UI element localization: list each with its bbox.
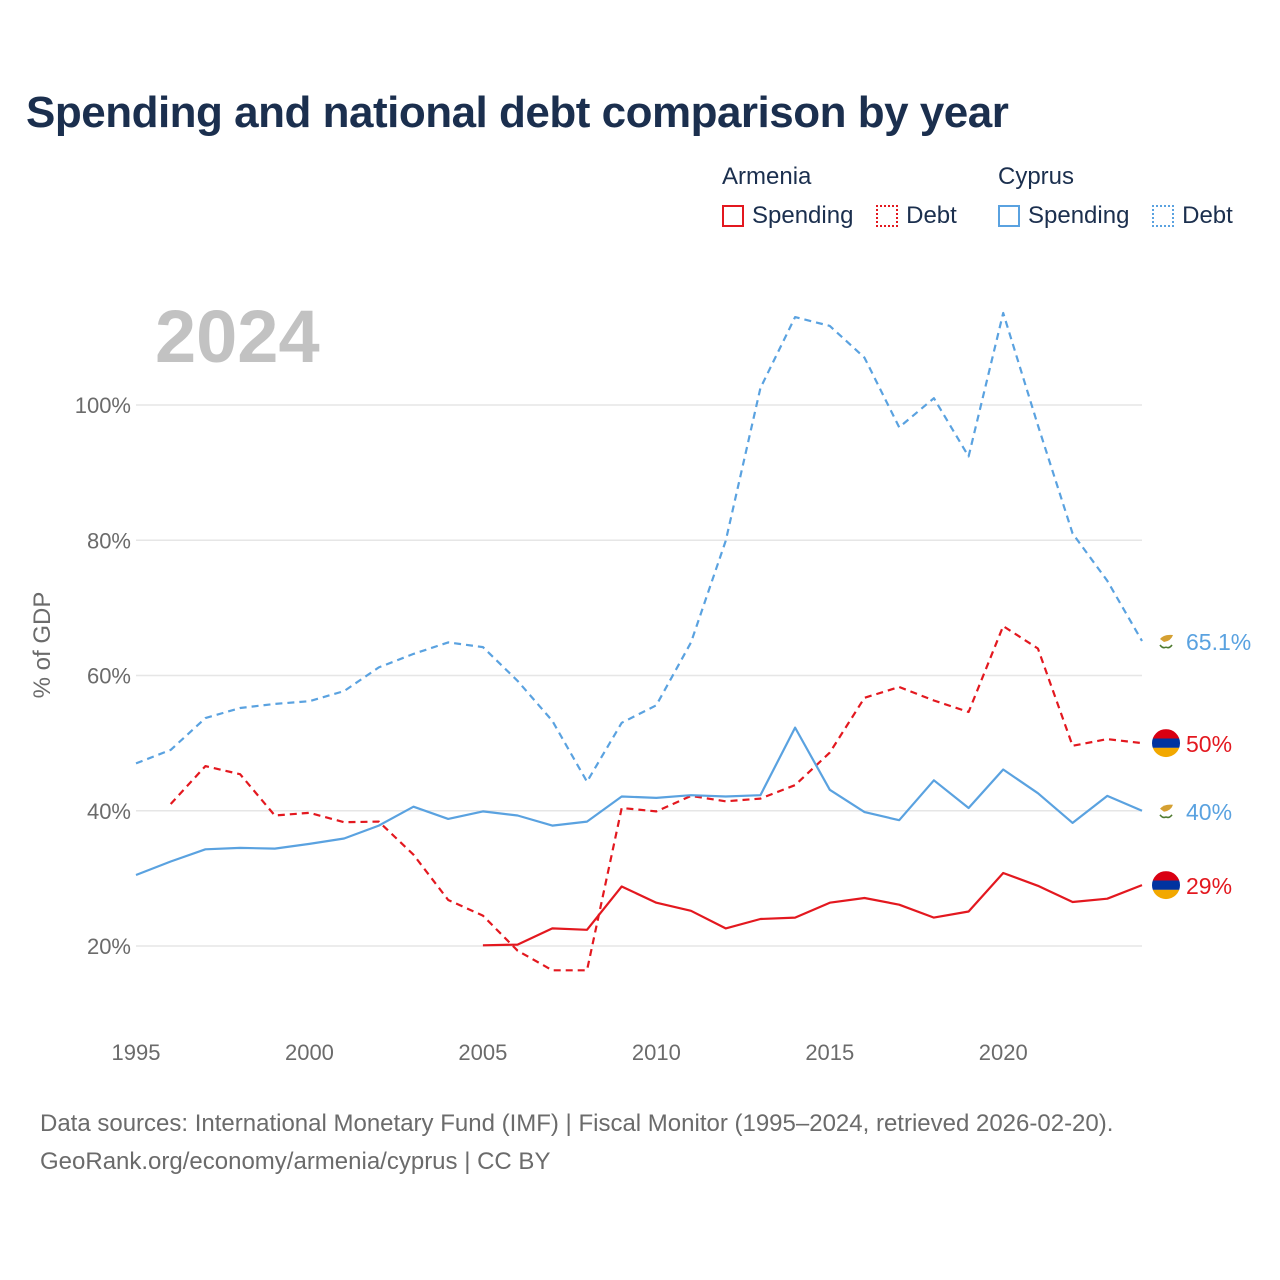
x-tick-label: 2000 bbox=[285, 1040, 334, 1065]
legend-group-label: Armenia bbox=[722, 163, 812, 190]
dotted-line-swatch-icon bbox=[876, 205, 899, 227]
legend-cyprus-debt[interactable]: Debt bbox=[1152, 202, 1233, 230]
x-tick-label: 1995 bbox=[112, 1040, 161, 1065]
am-spending-end-label: 29% bbox=[1186, 873, 1232, 899]
chart-title: Spending and national debt comparison by… bbox=[26, 88, 1009, 137]
y-axis-label: % of GDP bbox=[29, 592, 56, 699]
y-axis-ticks: 20% 40% 60% 80% 100% bbox=[75, 393, 131, 959]
cyprus-flag-icon bbox=[1152, 627, 1180, 655]
cy-debt-end-label: 65.1% bbox=[1186, 629, 1251, 655]
legend-armenia: Armenia Spending Debt bbox=[722, 160, 957, 234]
legend-cyprus: Cyprus Spending Debt bbox=[998, 160, 1233, 234]
am-spending-line[interactable] bbox=[482, 871, 1143, 947]
legend-label: Spending bbox=[1028, 202, 1130, 229]
legend-label: Spending bbox=[752, 202, 854, 229]
cyprus-flag-icon bbox=[1152, 796, 1180, 825]
legend-armenia-spending[interactable]: Spending bbox=[722, 202, 853, 230]
legend-cyprus-spending[interactable]: Spending bbox=[998, 202, 1129, 230]
data-source-note: Data sources: International Monetary Fun… bbox=[40, 1110, 1114, 1137]
gridlines bbox=[136, 404, 1142, 947]
x-tick-label: 2020 bbox=[979, 1040, 1028, 1065]
solid-line-swatch-icon bbox=[998, 205, 1020, 227]
legend-armenia-debt[interactable]: Debt bbox=[876, 202, 957, 230]
cy-spending-end-label: 40% bbox=[1186, 799, 1232, 825]
x-tick-label: 2015 bbox=[805, 1040, 854, 1065]
dotted-line-swatch-icon bbox=[1152, 205, 1175, 227]
x-tick-label: 2010 bbox=[632, 1040, 681, 1065]
cy-debt-line[interactable] bbox=[135, 311, 1143, 783]
armenia-flag-icon bbox=[1152, 729, 1180, 758]
am-debt-end-label: 50% bbox=[1186, 731, 1232, 757]
series-lines bbox=[135, 311, 1143, 972]
x-axis-ticks: 1995 2000 2005 2010 2015 2020 bbox=[112, 1040, 1028, 1065]
legend-label: Debt bbox=[906, 202, 957, 229]
footer: Data sources: International Monetary Fun… bbox=[40, 1105, 1113, 1181]
end-labels: 65.1% 50% 40% 29% bbox=[1152, 627, 1251, 899]
y-tick-label: 20% bbox=[87, 934, 131, 959]
legend-label: Debt bbox=[1182, 202, 1233, 229]
credit-link[interactable]: GeoRank.org/economy/armenia/cyprus | CC … bbox=[40, 1148, 551, 1175]
y-tick-label: 60% bbox=[87, 664, 131, 689]
cy-spending-line[interactable] bbox=[135, 726, 1143, 877]
y-tick-label: 100% bbox=[75, 393, 131, 418]
am-debt-line[interactable] bbox=[169, 625, 1143, 972]
year-label: 2024 bbox=[155, 295, 320, 378]
solid-line-swatch-icon bbox=[722, 205, 744, 227]
armenia-flag-icon bbox=[1152, 871, 1180, 900]
x-tick-label: 2005 bbox=[458, 1040, 507, 1065]
y-tick-label: 40% bbox=[87, 799, 131, 824]
legend-group-label: Cyprus bbox=[998, 163, 1075, 190]
y-tick-label: 80% bbox=[87, 528, 131, 553]
